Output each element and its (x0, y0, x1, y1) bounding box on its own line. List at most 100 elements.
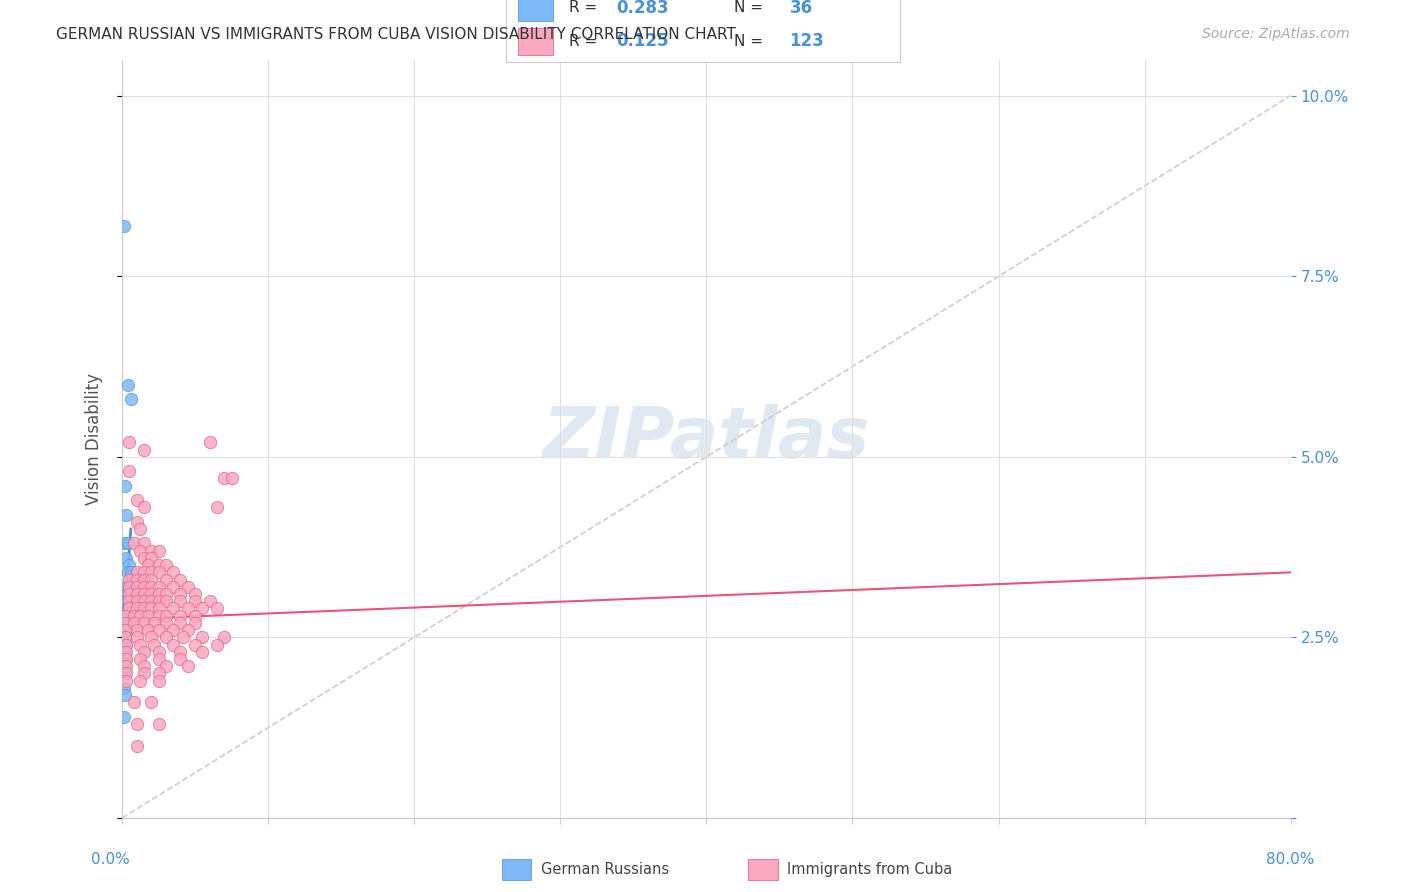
Text: N =: N = (734, 0, 763, 15)
Point (128, 652, 150, 666)
Point (115, 673, 138, 688)
Point (117, 601, 139, 615)
Text: N =: N = (734, 34, 763, 49)
Point (141, 594, 163, 608)
Text: 0.283: 0.283 (616, 0, 669, 17)
Point (162, 566, 184, 580)
Text: 80.0%: 80.0% (1267, 852, 1315, 867)
Point (128, 638, 150, 652)
Point (141, 573, 163, 587)
Point (115, 508, 138, 522)
Point (141, 631, 163, 645)
Point (162, 580, 184, 594)
Point (125, 573, 148, 587)
Point (115, 659, 138, 673)
Text: Source: ZipAtlas.com: Source: ZipAtlas.com (1202, 27, 1350, 41)
Point (132, 587, 155, 601)
Point (205, 601, 228, 615)
Point (148, 666, 170, 681)
Point (155, 573, 177, 587)
Point (114, 594, 136, 608)
Point (132, 645, 155, 659)
Point (115, 645, 138, 659)
Point (128, 608, 150, 623)
Point (141, 566, 163, 580)
Point (114, 666, 136, 681)
Point (148, 717, 170, 731)
Point (115, 638, 138, 652)
Point (114, 652, 136, 666)
Point (132, 442, 155, 457)
Point (122, 615, 145, 630)
Point (125, 717, 148, 731)
Bar (502, 859, 531, 880)
Point (125, 587, 148, 601)
Point (125, 623, 148, 637)
Point (125, 631, 148, 645)
Point (169, 652, 191, 666)
Point (177, 580, 200, 594)
Point (132, 659, 155, 673)
Point (155, 615, 177, 630)
Point (169, 573, 191, 587)
Point (141, 580, 163, 594)
Bar (517, 29, 554, 55)
Point (205, 500, 228, 515)
Point (114, 601, 136, 615)
Point (115, 652, 138, 666)
Point (169, 615, 191, 630)
Point (148, 558, 170, 573)
Point (205, 638, 228, 652)
Point (112, 681, 135, 695)
Point (138, 558, 160, 573)
Point (162, 601, 184, 615)
Point (191, 601, 214, 615)
Point (132, 536, 155, 550)
Point (118, 435, 141, 450)
Point (148, 601, 170, 615)
Point (125, 594, 148, 608)
Point (118, 580, 141, 594)
Point (148, 587, 170, 601)
Point (114, 623, 136, 637)
Point (148, 652, 170, 666)
Point (114, 608, 136, 623)
Point (184, 608, 207, 623)
Point (169, 594, 191, 608)
Point (198, 594, 221, 608)
Point (148, 645, 170, 659)
Point (112, 631, 135, 645)
Point (148, 594, 170, 608)
Point (118, 573, 141, 587)
Point (148, 608, 170, 623)
Point (118, 558, 141, 573)
Text: 36: 36 (790, 0, 813, 17)
Point (122, 536, 145, 550)
Point (184, 615, 207, 630)
Point (155, 594, 177, 608)
Point (118, 594, 141, 608)
Point (114, 623, 136, 637)
Point (148, 673, 170, 688)
Point (115, 580, 138, 594)
Point (114, 608, 136, 623)
Point (132, 666, 155, 681)
Point (162, 638, 184, 652)
Point (118, 464, 141, 478)
Point (141, 601, 163, 615)
Point (128, 522, 150, 536)
Point (112, 638, 135, 652)
Bar (748, 859, 778, 880)
Point (191, 631, 214, 645)
Y-axis label: Vision Disability: Vision Disability (86, 373, 103, 505)
Point (114, 631, 136, 645)
Point (155, 631, 177, 645)
Point (191, 645, 214, 659)
Point (120, 566, 142, 580)
Point (143, 638, 166, 652)
Point (117, 566, 139, 580)
Point (148, 566, 170, 580)
Point (115, 623, 138, 637)
Point (141, 543, 163, 558)
Text: 0.0%: 0.0% (91, 852, 131, 867)
